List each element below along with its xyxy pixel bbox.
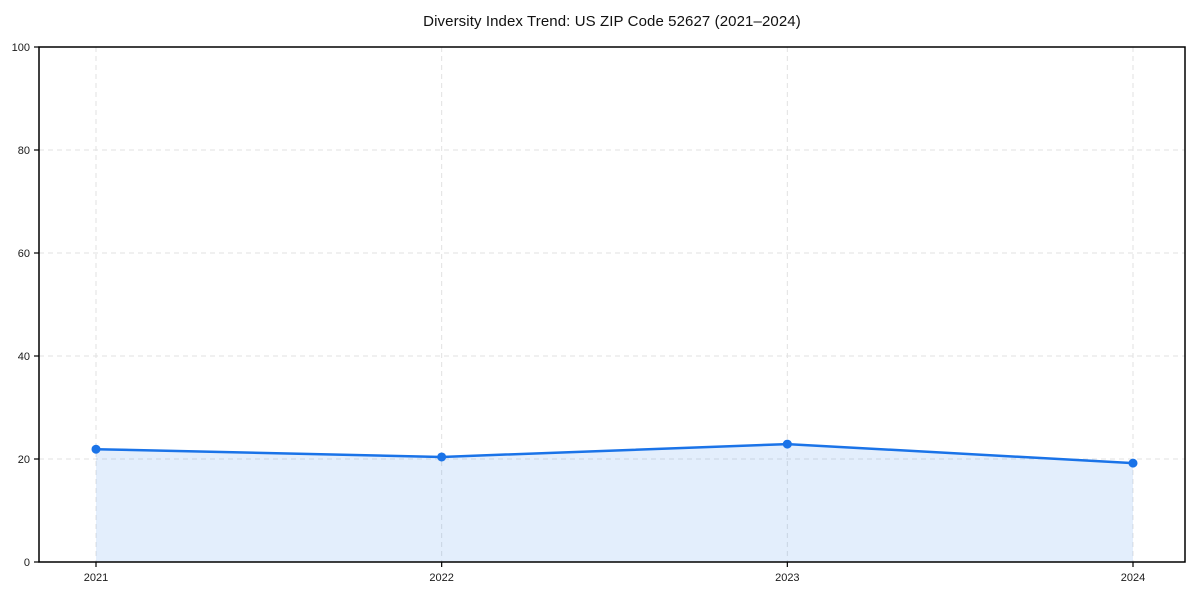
trend-line (94, 442, 1135, 465)
data-point-marker (1128, 458, 1138, 468)
chart-title: Diversity Index Trend: US ZIP Code 52627… (423, 13, 801, 30)
y-tick-label: 60 (18, 248, 30, 260)
y-tick-label: 100 (12, 42, 30, 54)
x-tick-label: 2022 (429, 572, 453, 584)
x-tick-label: 2024 (1121, 572, 1145, 584)
plot-frame (38, 46, 1186, 563)
x-tick-label: 2023 (775, 572, 799, 584)
data-point-marker (91, 444, 101, 454)
data-point-marker (782, 439, 792, 449)
area-fill (96, 444, 1133, 562)
data-point-marker (437, 452, 447, 462)
y-tick-label: 80 (18, 145, 30, 157)
y-tick-label: 40 (18, 351, 30, 363)
y-tick-label: 20 (18, 454, 30, 466)
y-tick-label: 0 (24, 557, 30, 569)
x-tick-label: 2021 (84, 572, 108, 584)
